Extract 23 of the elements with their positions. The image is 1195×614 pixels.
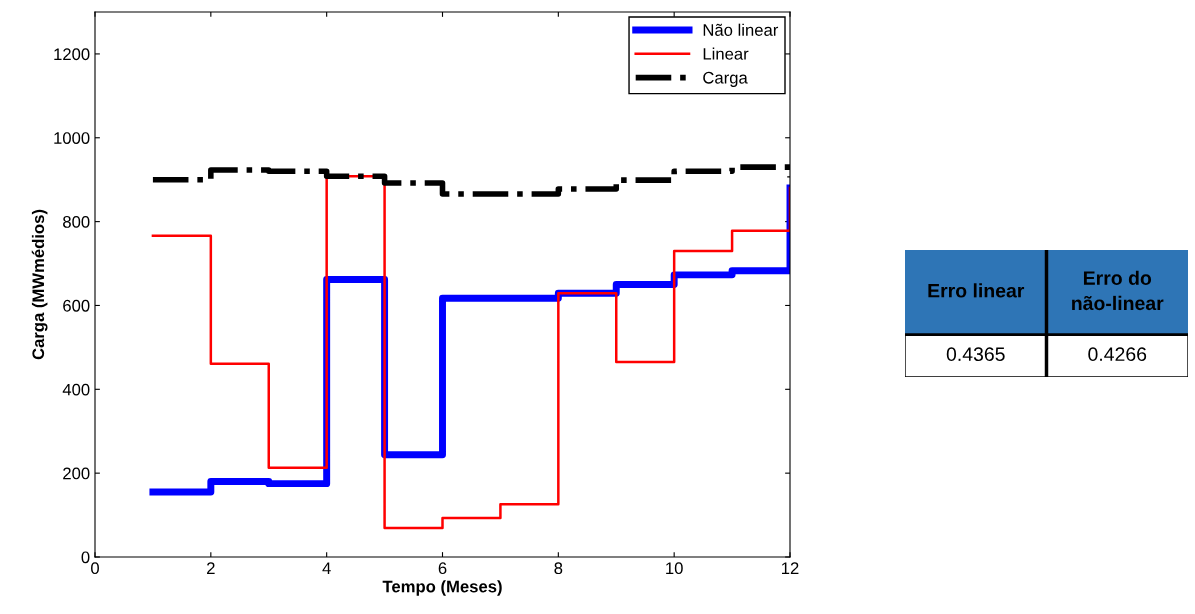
y-axis-title: Carga (MWmédios) [31,209,48,360]
data-label: 0.4266 [1088,347,1147,362]
x-tick-label: 0 [91,562,99,575]
y-tick-label: 600 [63,299,90,312]
category-label: Erro do não-linear [1072,270,1164,311]
legend-label: Linear [703,47,749,60]
x-axis-title: Tempo (Meses) [382,580,502,596]
x-tick-label: 10 [666,562,683,575]
x-tick-label: 4 [322,562,331,574]
legend-label: Não linear [703,23,779,36]
y-tick-label: 1000 [54,132,90,144]
y-tick-label: 200 [63,467,90,480]
y-tick-label: 1200 [54,48,90,61]
x-tick-label: 12 [782,562,799,574]
x-tick-label: 6 [438,562,447,575]
legend-label: Carga [703,71,748,87]
category-label: Erro linear [928,283,1025,298]
y-tick-label: 400 [62,383,90,396]
x-tick-label: 2 [207,562,215,574]
y-tick-label: 800 [63,216,90,228]
x-tick-label: 8 [554,562,563,575]
data-label: 0.4365 [946,347,1005,362]
y-tick-label: 0 [81,551,90,564]
